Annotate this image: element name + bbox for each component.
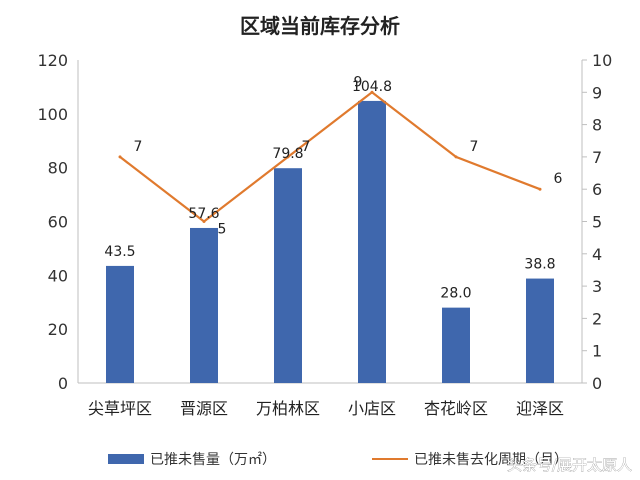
line-value-label: 5 [218, 222, 227, 238]
y-right-tick-label: 1 [592, 342, 602, 361]
y-left-tick-label: 0 [58, 374, 68, 393]
bar-value-label: 57.6 [188, 206, 219, 222]
bar-value-label: 79.8 [272, 146, 303, 162]
line-point [370, 90, 374, 94]
y-right-tick-label: 4 [592, 245, 602, 264]
line-point [538, 187, 542, 191]
x-tick-label: 迎泽区 [516, 399, 564, 418]
legend-line-label: 已推未售去化周期（月） [414, 452, 568, 468]
bar [358, 100, 386, 383]
chart-title: 区域当前库存分析 [240, 14, 400, 38]
bar [106, 265, 134, 383]
y-left-tick-label: 100 [37, 105, 68, 124]
x-tick-label: 杏花岭区 [424, 399, 488, 418]
line-value-label: 7 [134, 139, 143, 155]
data-labels: 43.5 57.6 79.8 104.8 28.0 38.8 7 5 7 9 7 6 [104, 74, 562, 301]
bar [526, 278, 554, 383]
y-right-tick-label: 0 [592, 374, 602, 393]
bar-value-label: 28.0 [440, 286, 471, 302]
legend: 已推未售量（万㎡） 已推未售去化周期（月） [108, 452, 568, 468]
y-right-tick-label: 7 [592, 148, 602, 167]
bar [190, 227, 218, 383]
line-point [286, 155, 290, 159]
legend-bar-swatch [108, 454, 144, 464]
bar-value-label: 43.5 [104, 244, 135, 260]
line-path [119, 90, 541, 223]
bar-series [106, 100, 554, 383]
line-value-label: 9 [354, 74, 363, 90]
y-left-tick-label: 120 [37, 51, 68, 70]
x-tick-label: 小店区 [348, 399, 396, 418]
line-value-label: 6 [554, 171, 563, 187]
line-point [454, 155, 458, 159]
y-right-tick-label: 8 [592, 116, 602, 135]
y-left-tick-label: 20 [48, 320, 68, 339]
bar-value-label: 38.8 [524, 257, 555, 273]
line-point [202, 220, 206, 223]
line-point [118, 155, 122, 159]
bar [274, 168, 302, 383]
y-right-tick-label: 5 [592, 213, 602, 232]
bar [442, 307, 470, 383]
line-value-label: 7 [302, 139, 311, 155]
y-left-tick-label: 60 [48, 213, 68, 232]
y-right-tick-label: 6 [592, 180, 602, 199]
watermark: 头条号/展开太原人 [507, 456, 632, 474]
y-right-tick-label: 9 [592, 83, 602, 102]
bar-value-label: 104.8 [352, 79, 392, 95]
x-tick-label: 晋源区 [180, 399, 228, 418]
x-tick-label: 万柏林区 [256, 399, 320, 418]
y-right-tick-label: 3 [592, 277, 602, 296]
x-tick-label: 尖草坪区 [88, 399, 152, 418]
y-left-tick-label: 40 [48, 266, 68, 285]
y-left-tick-label: 80 [48, 159, 68, 178]
line-series [118, 90, 542, 223]
legend-bar-label: 已推未售量（万㎡） [150, 452, 276, 468]
y-right-tick-label: 10 [592, 51, 612, 70]
y-right-tick-label: 2 [592, 309, 602, 328]
line-value-label: 7 [470, 139, 479, 155]
axes: 0 20 40 60 80 100 120 0 1 2 3 4 5 6 7 8 9 10 尖草坪区 晋源区 万柏林区 小店… [37, 51, 612, 418]
